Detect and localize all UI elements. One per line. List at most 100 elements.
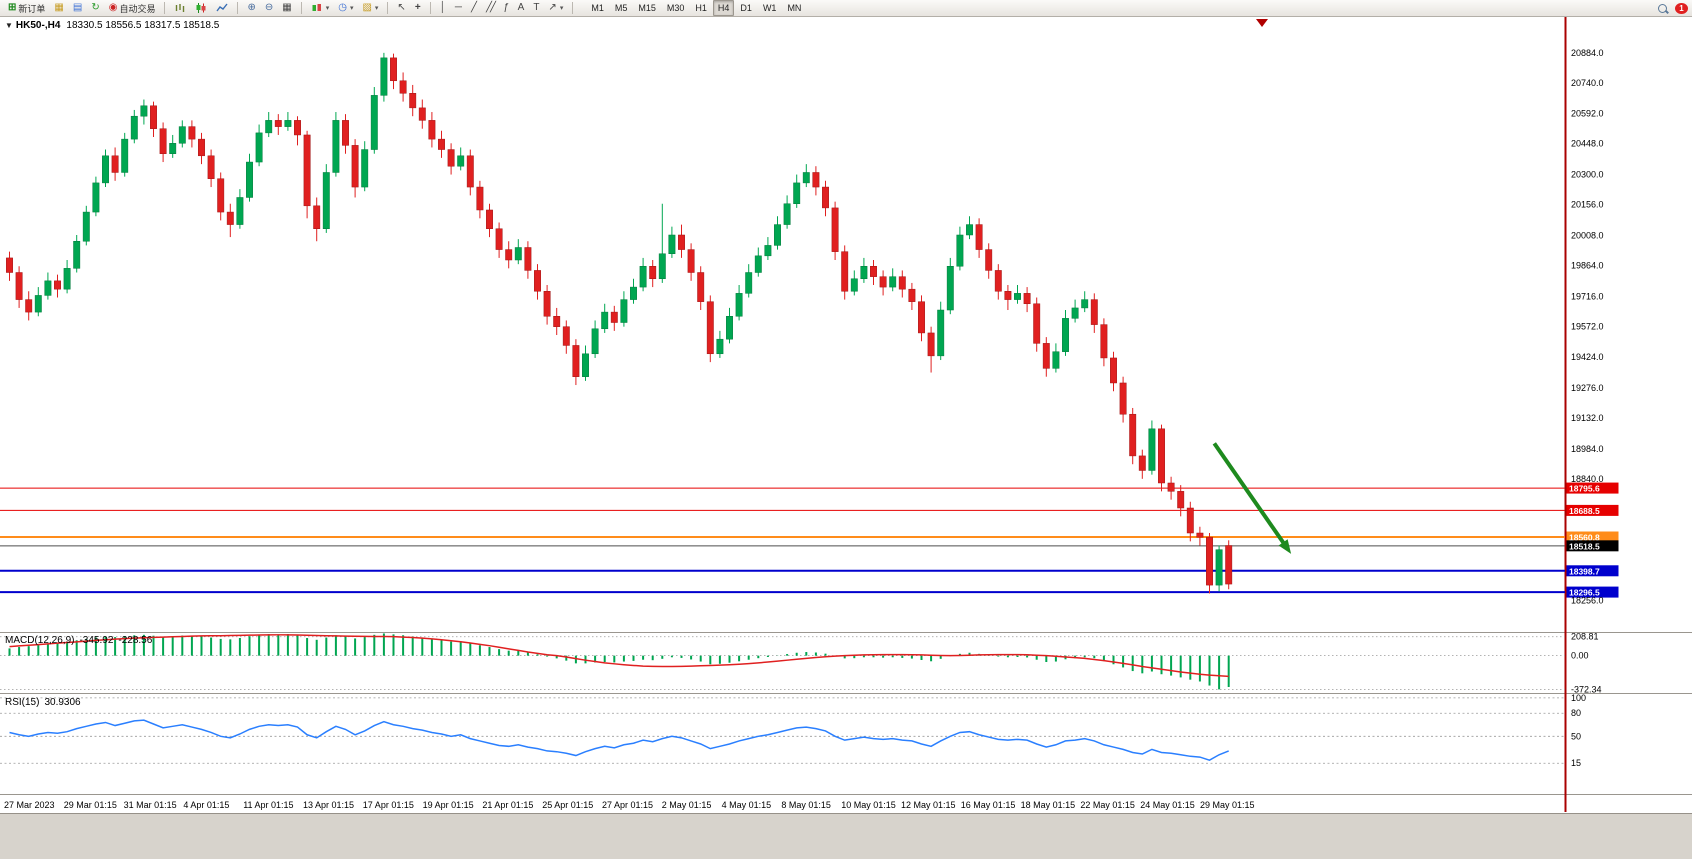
new-order-button[interactable]: ⊞ 新订单: [4, 0, 49, 17]
candle: [265, 112, 273, 138]
candle: [1129, 407, 1137, 465]
price-tick-label: 20592.0: [1571, 109, 1604, 119]
search-button[interactable]: [1654, 0, 1671, 17]
bar-chart-button[interactable]: [170, 0, 190, 17]
candle: [418, 99, 426, 129]
candle: [438, 130, 445, 158]
candle: [6, 251, 13, 281]
candle: [1004, 285, 1012, 311]
timeframe-button-M5[interactable]: M5: [614, 3, 628, 13]
candle: [284, 112, 292, 131]
data-window-button[interactable]: ▤: [69, 0, 86, 17]
candle: [582, 345, 589, 381]
candle: [534, 264, 541, 300]
horizontal-line-icon: ─: [454, 2, 462, 13]
candle: [716, 330, 724, 358]
toolbar-separator: [300, 2, 302, 14]
candle: [543, 285, 551, 325]
zoom-out-button[interactable]: ⊖: [261, 0, 277, 17]
candle: [562, 320, 570, 354]
candle: [274, 114, 282, 135]
price-axis[interactable]: 20884.0 20740.0 20592.0 20448.0 20300.0 20156…: [1571, 48, 1604, 606]
timeframe-button-H4[interactable]: H4: [712, 0, 735, 16]
candle: [255, 124, 263, 167]
annotation-arrow[interactable]: [1212, 442, 1292, 554]
candle: [54, 274, 61, 298]
templates-button[interactable]: ▧ ▾: [358, 0, 382, 17]
candle: [342, 114, 349, 154]
zoom-out-icon: ⊖: [264, 2, 274, 13]
time-axis[interactable]: 27 Mar 2023 29 Mar 01:15 31 Mar 01:15 4 Apr…: [4, 800, 1255, 810]
autotrading-label: 自动交易: [119, 3, 156, 14]
macd-signal-value: -228.56: [118, 635, 153, 646]
candle: [1225, 540, 1233, 590]
profiles-button[interactable]: ◷ ▾: [334, 0, 357, 17]
timeframe-button-M15[interactable]: M15: [638, 3, 656, 13]
channel-button[interactable]: ╱╱: [482, 0, 498, 17]
autotrading-button[interactable]: ◉ 自动交易: [105, 0, 160, 17]
horizontal-line-button[interactable]: ─: [451, 0, 466, 17]
toolbar-right-group: 1: [1654, 0, 1688, 17]
rsi-tick-label: 50: [1571, 731, 1581, 741]
candle: [860, 257, 868, 283]
candle: [380, 52, 388, 102]
vertical-line-button[interactable]: │: [436, 0, 450, 17]
candle: [1206, 533, 1213, 594]
candle: [879, 270, 887, 296]
timeframe-button-W1[interactable]: W1: [762, 3, 777, 13]
cursor-button[interactable]: ↖: [393, 0, 409, 17]
candle: [1081, 291, 1089, 313]
zoom-in-button[interactable]: ⊕: [243, 0, 259, 17]
refresh-button[interactable]: ↻: [87, 0, 103, 17]
candles-layer: [6, 52, 1233, 594]
price-tick-label: 20448.0: [1571, 139, 1604, 149]
bar-chart-icon: [176, 4, 185, 12]
price-tick-label: 19864.0: [1571, 260, 1604, 270]
candle: [514, 239, 522, 265]
trendline-button[interactable]: ╱: [467, 0, 481, 17]
price-tick-label: 18256.0: [1571, 596, 1604, 606]
candle: [678, 224, 685, 258]
timeframe-button-M30[interactable]: M30: [666, 3, 685, 13]
timeframe-button-M1[interactable]: M1: [591, 3, 604, 13]
timeframe-button-D1[interactable]: D1: [740, 3, 752, 13]
timeframe-button-H1[interactable]: H1: [695, 3, 707, 13]
candle: [226, 203, 234, 238]
level-price-tag-text: 18795.6: [1569, 484, 1600, 494]
candle: [73, 234, 81, 273]
time-tick-label: 22 May 01:15: [1080, 800, 1135, 810]
arrow-shaft: [1212, 442, 1288, 547]
candle: [745, 264, 753, 298]
crosshair-button[interactable]: +: [411, 0, 425, 17]
notification-badge[interactable]: 1: [1675, 2, 1688, 14]
candle: [313, 197, 321, 242]
candle: [956, 226, 964, 271]
time-tick-label: 19 Apr 01:15: [423, 800, 474, 810]
label-tool-button[interactable]: T: [529, 0, 543, 17]
line-chart-button[interactable]: [212, 0, 232, 17]
time-tick-label: 13 Apr 01:15: [303, 800, 354, 810]
candle: [726, 307, 733, 344]
candlestick-chart-icon: [196, 3, 206, 13]
candle: [994, 264, 1002, 300]
candle: [63, 259, 71, 294]
timeframe-button-MN[interactable]: MN: [787, 3, 802, 13]
candle: [1042, 337, 1050, 377]
price-tick-label: 19132.0: [1571, 413, 1604, 423]
tile-windows-button[interactable]: ▦: [278, 0, 295, 17]
shapes-button[interactable]: ↗ ▾: [544, 0, 567, 17]
market-watch-button[interactable]: ▦: [50, 0, 67, 17]
new-chart-button[interactable]: ▾: [307, 0, 334, 17]
rsi-tick-label: 100: [1571, 693, 1586, 703]
fibonacci-button[interactable]: ƒ: [499, 0, 513, 17]
candle: [591, 320, 599, 358]
clock-icon: ◷: [338, 2, 347, 13]
candle: [1052, 343, 1060, 373]
level-price-tag: [1566, 540, 1619, 552]
text-tool-button[interactable]: A: [514, 0, 529, 17]
price-tick-label: 20008.0: [1571, 230, 1604, 240]
one-click-trading-toggle[interactable]: ▼: [5, 21, 13, 30]
candlestick-chart-button[interactable]: [191, 0, 211, 17]
